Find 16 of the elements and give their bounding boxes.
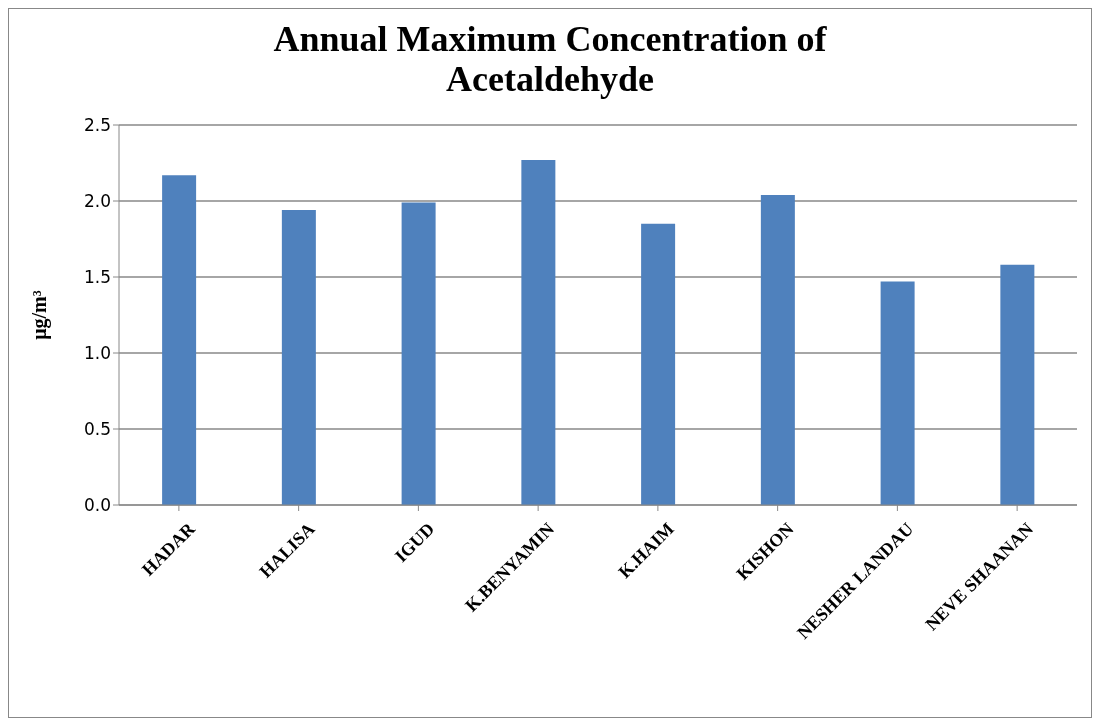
bar xyxy=(641,223,676,505)
bar xyxy=(401,202,436,505)
bar xyxy=(1000,264,1035,505)
bar xyxy=(760,194,795,505)
y-tick-label: 2.0 xyxy=(83,191,111,212)
bar xyxy=(281,210,316,505)
y-tick-label: 1.0 xyxy=(83,343,111,364)
bar xyxy=(521,159,556,505)
y-tick-label: 0.5 xyxy=(83,419,111,440)
bar xyxy=(162,175,197,505)
chart-title: Annual Maximum Concentration of Acetaldehyde xyxy=(272,19,828,101)
y-axis-title: μg/m³ xyxy=(28,290,52,340)
y-tick-label: 0.0 xyxy=(83,495,111,516)
bar xyxy=(880,281,915,505)
y-tick-label: 2.5 xyxy=(83,115,111,136)
y-tick-label: 1.5 xyxy=(83,267,111,288)
